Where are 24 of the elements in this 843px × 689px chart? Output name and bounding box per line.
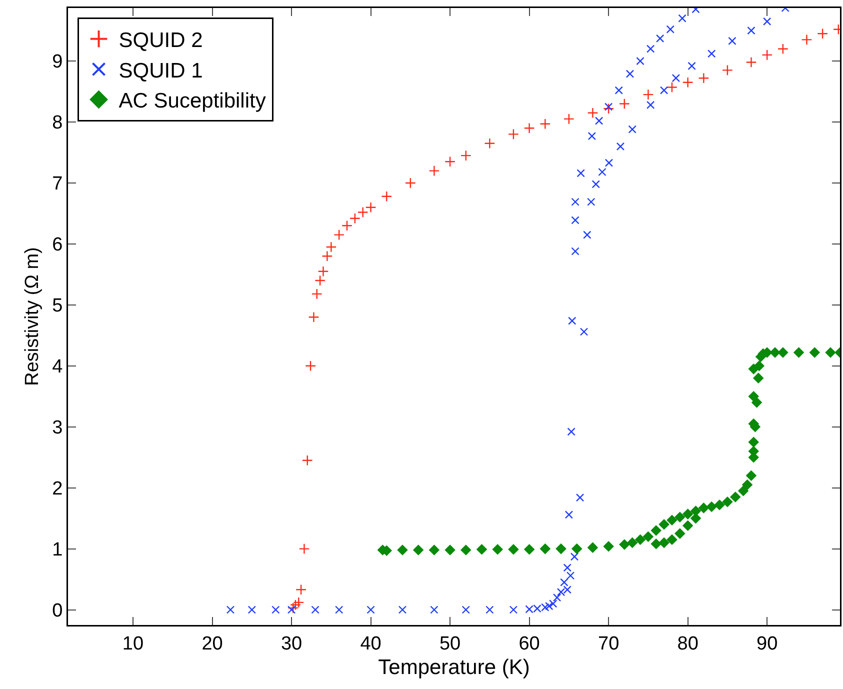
x-tick-label: 20 (202, 633, 223, 654)
y-tick-label: 4 (52, 356, 64, 378)
x-tick-label: 70 (598, 633, 620, 654)
y-tick-label: 1 (52, 539, 63, 560)
y-tick-label: 3 (52, 418, 63, 438)
x-tick-label: 90 (756, 633, 778, 654)
y-tick-label: 0 (52, 600, 63, 622)
x-axis-title: Temperature (K) (378, 656, 530, 680)
legend-label: SQUID 2 (118, 29, 203, 52)
y-tick-label: 5 (52, 296, 63, 317)
x-tick-label: 30 (280, 633, 302, 654)
x-tick-label: 40 (360, 633, 382, 654)
x-tick-label: 60 (518, 633, 540, 654)
y-tick-label: 6 (52, 234, 63, 256)
y-axis-title: Resistivity (Ω m) (22, 247, 44, 386)
x-tick-label: 50 (439, 633, 461, 654)
y-tick-label: 9 (52, 52, 63, 73)
y-tick-label: 8 (52, 112, 63, 134)
y-tick-label: 2 (52, 478, 63, 500)
legend-label: SQUID 1 (118, 59, 203, 82)
x-tick-label: 80 (677, 633, 698, 654)
x-tick-label: 10 (122, 633, 144, 654)
legend-label: AC Suceptibility (118, 90, 266, 113)
y-tick-label: 7 (52, 174, 63, 195)
